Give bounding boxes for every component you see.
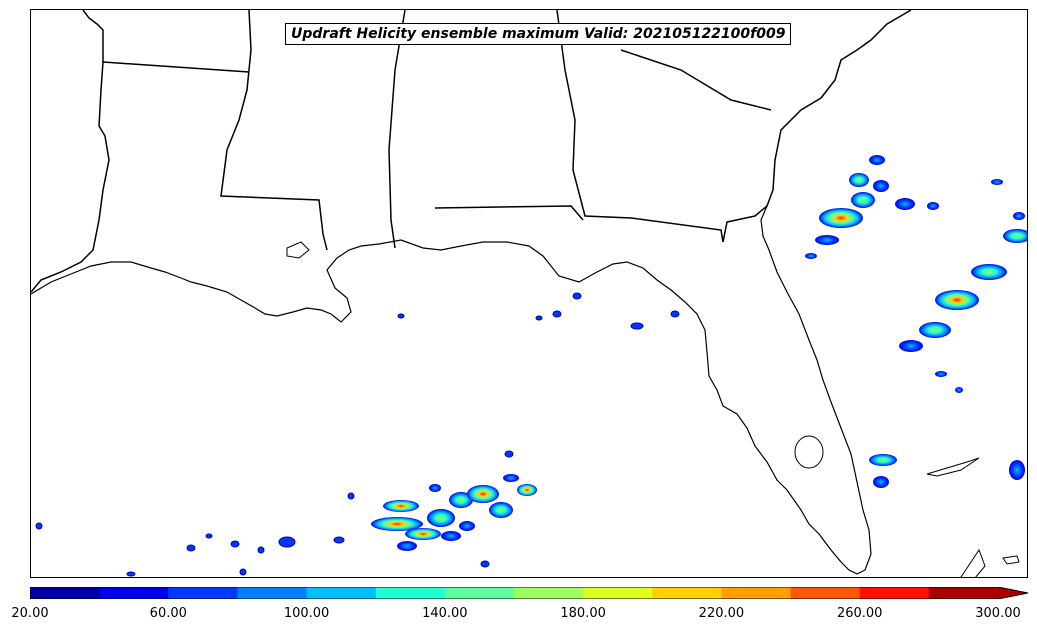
colorbar-tick-label: 260.00	[836, 606, 883, 621]
colorbar-tick-label: 180.00	[560, 606, 606, 621]
colorbar-segment	[859, 587, 930, 599]
alabama-east-boundary	[556, 10, 724, 243]
map-title: Updraft Helicity ensemble maximum Valid:…	[285, 23, 792, 45]
florida-alabama-line	[434, 205, 584, 221]
lake-pontchartrain	[286, 241, 310, 259]
colorbar-segment	[237, 587, 308, 599]
colorbar-segment	[306, 587, 377, 599]
georgia-sc-line	[620, 49, 772, 111]
uh-cluster-gulf-south	[371, 474, 537, 551]
colorbar-segment	[721, 587, 792, 599]
mississippi-boundary	[220, 10, 328, 251]
arkansas-louisiana-line	[102, 61, 250, 73]
gulf-coastline	[31, 205, 872, 575]
colorbar-segment	[583, 587, 653, 599]
state-boundaries	[31, 10, 912, 293]
colorbar-segment	[514, 587, 584, 599]
colorbar-tick-label: 300.00	[975, 606, 1021, 621]
louisiana-boundary	[31, 10, 110, 293]
colorbar-segment	[790, 587, 861, 599]
colorbar-segment	[375, 587, 446, 599]
colorbar-segment	[99, 587, 169, 599]
island-outline	[1002, 555, 1020, 565]
colorbar-tick-label: 220.00	[698, 606, 745, 621]
colorbar-tick-label: 100.00	[283, 606, 330, 621]
colorbar-extend-arrow	[998, 587, 1028, 599]
bahamas-island	[926, 457, 980, 477]
uh-scattered-cells	[35, 292, 680, 577]
colorbar-segment	[30, 587, 100, 599]
colorbar-segment	[168, 587, 238, 599]
colorbar-segment	[444, 587, 515, 599]
colorbar-outline	[30, 587, 1029, 599]
colorbar	[30, 587, 1029, 599]
uh-cluster-atlantic	[805, 155, 1027, 488]
map-canvas	[31, 10, 1027, 577]
georgia-coast	[722, 10, 912, 243]
colorbar-tick-label: 140.00	[422, 606, 468, 621]
alabama-west-boundary	[388, 10, 406, 249]
lake-okeechobee	[794, 435, 824, 469]
colorbar-tick-label: 20.00	[11, 606, 49, 621]
map-panel: Updraft Helicity ensemble maximum Valid:…	[30, 9, 1028, 578]
cuba-outline	[960, 548, 986, 577]
colorbar-tick-label: 60.00	[149, 606, 187, 621]
colorbar-segment	[652, 587, 722, 599]
colorbar-segment	[928, 587, 999, 599]
